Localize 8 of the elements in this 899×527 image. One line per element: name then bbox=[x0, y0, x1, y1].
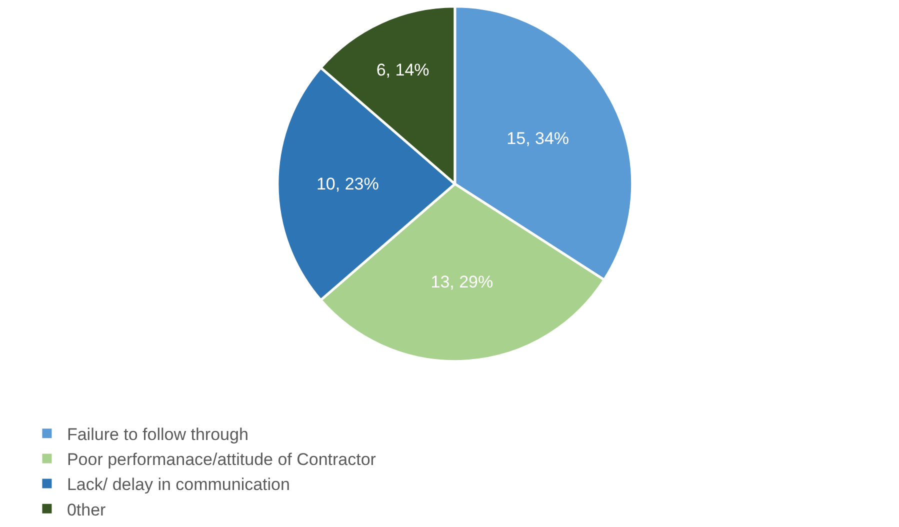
data-label: 10, 23% bbox=[316, 174, 379, 194]
legend-label: Poor performanace/attitude of Contractor bbox=[66, 450, 376, 470]
data-label: 15, 34% bbox=[506, 129, 570, 148]
data-label: 6, 14% bbox=[376, 60, 430, 80]
legend-label: Lack/ delay in communication bbox=[66, 475, 290, 494]
data-label: 13, 29% bbox=[430, 272, 494, 292]
legend-label: 0ther bbox=[66, 500, 106, 520]
legend-label: Failure to follow through bbox=[66, 424, 248, 444]
